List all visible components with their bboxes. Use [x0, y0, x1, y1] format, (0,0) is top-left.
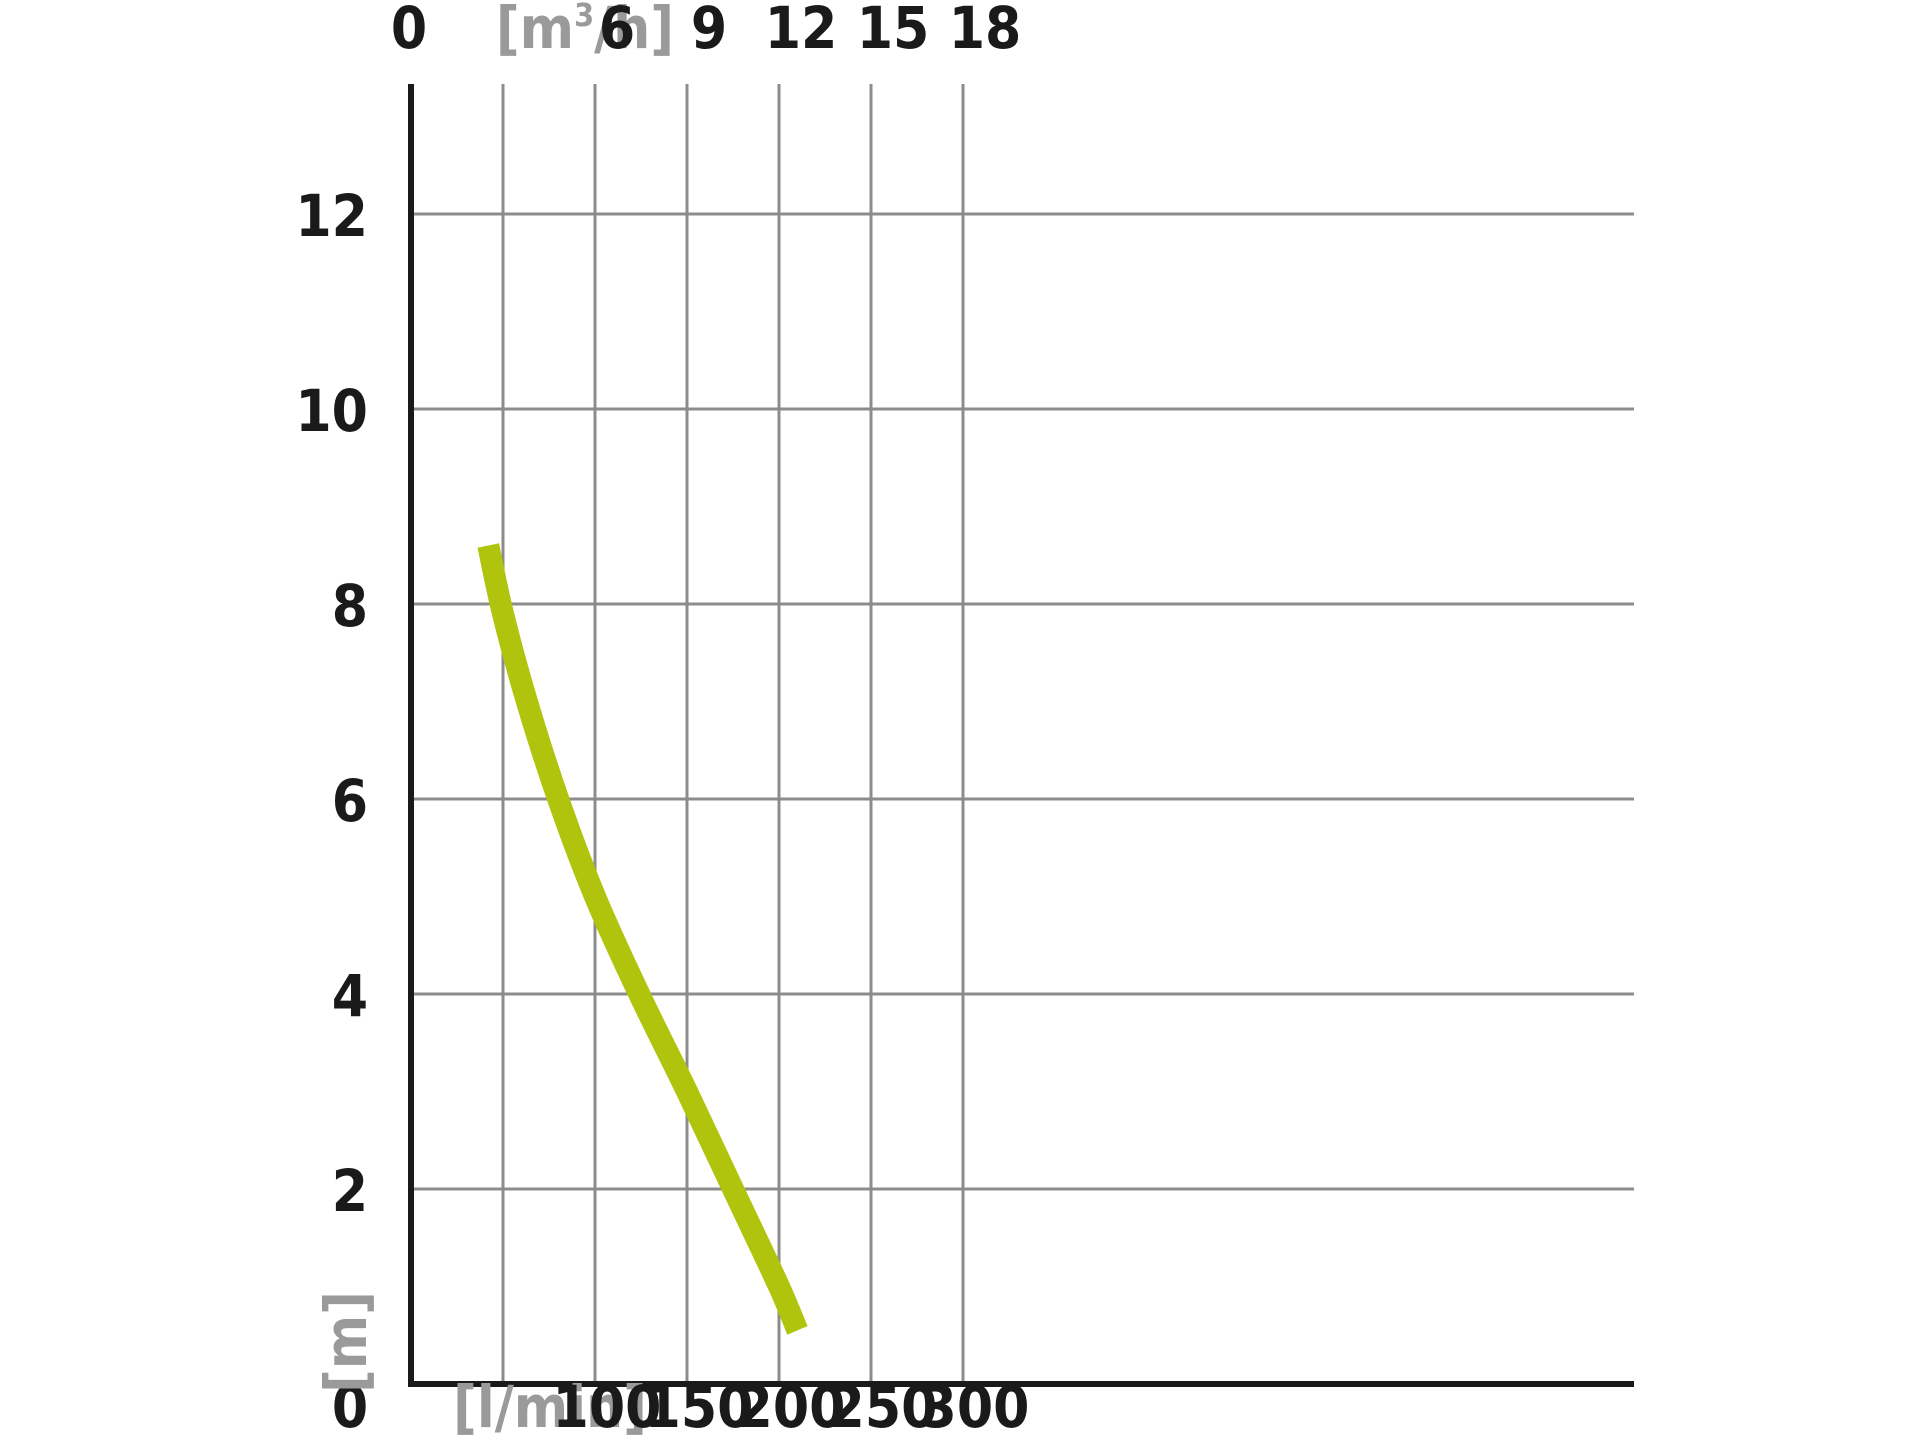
series-layer: [477, 543, 808, 1335]
grid: [411, 84, 1634, 1384]
series-line: [477, 543, 808, 1335]
x-bottom-tick-label: 150: [645, 1373, 754, 1440]
x-bottom-tick-label: 300: [921, 1373, 1030, 1440]
y-tick-label: 6: [332, 767, 368, 835]
x-top-tick-label: 18: [949, 0, 1022, 62]
x-top-unit-label: [m3/h]: [496, 0, 674, 62]
y-tick-label: 12: [295, 182, 368, 250]
x-bottom-tick-label: 200: [737, 1373, 846, 1440]
x-bottom-unit-label: [l/min]: [453, 1373, 647, 1440]
y-tick-label: 10: [295, 377, 368, 445]
x-top-tick-label: 15: [857, 0, 930, 62]
x-bottom-tick-label: 100: [553, 1373, 662, 1440]
axes: [408, 84, 1634, 1387]
x-top-zero-label: 0: [391, 0, 427, 62]
y-tick-label: 2: [332, 1157, 368, 1225]
x-top-tick-label: 12: [765, 0, 838, 62]
x-top-tick-label: 9: [691, 0, 727, 62]
x-top-tick-label: 6: [599, 0, 635, 62]
x-bottom-tick-label: 250: [829, 1373, 938, 1440]
x-bottom-zero-label: 0: [332, 1373, 368, 1440]
y-tick-label: 8: [332, 572, 368, 640]
y-unit-label: [m]: [312, 1291, 380, 1393]
y-tick-label: 4: [332, 962, 368, 1030]
